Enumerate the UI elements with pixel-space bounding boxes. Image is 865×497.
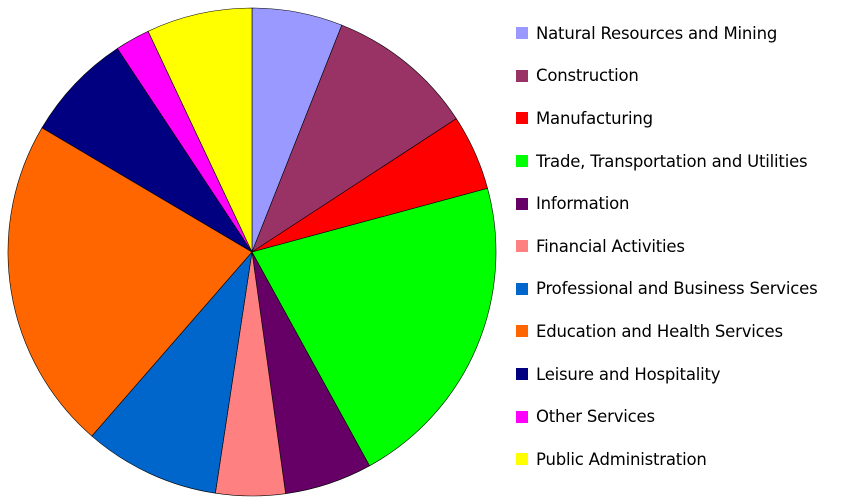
pie-slice-education-and-health-services [7, 127, 253, 437]
legend-label: Other Services [536, 407, 655, 427]
legend-swatch [516, 410, 528, 423]
legend-swatch [516, 325, 528, 338]
legend-swatch [516, 453, 528, 466]
legend-item-other-services: Other Services [516, 395, 861, 438]
legend-swatch [516, 69, 528, 82]
legend-item-leisure-and-hospitality: Leisure and Hospitality [516, 353, 861, 396]
legend-item-information: Information [516, 182, 861, 225]
legend-item-education-and-health-services: Education and Health Services [516, 310, 861, 353]
pie-slice-professional-and-business-services [91, 251, 253, 494]
legend-label: Leisure and Hospitality [536, 364, 721, 384]
legend-label: Financial Activities [536, 236, 685, 256]
pie-chart [7, 7, 497, 497]
legend-swatch [516, 282, 528, 295]
legend-label: Trade, Transportation and Utilities [536, 151, 808, 171]
legend-item-construction: Construction [516, 55, 861, 98]
legend-item-professional-and-business-services: Professional and Business Services [516, 268, 861, 311]
legend-swatch [516, 112, 528, 125]
pie-slice-public-administration [147, 7, 253, 253]
legend-item-manufacturing: Manufacturing [516, 97, 861, 140]
legend-label: Construction [536, 66, 639, 86]
pie-slices [7, 7, 497, 497]
legend-label: Professional and Business Services [536, 279, 818, 299]
legend-label: Manufacturing [536, 108, 653, 128]
legend-item-natural-resources-and-mining: Natural Resources and Mining [516, 12, 861, 55]
legend-item-trade-transportation-and-utilities: Trade, Transportation and Utilities [516, 140, 861, 183]
legend-item-financial-activities: Financial Activities [516, 225, 861, 268]
legend-swatch [516, 27, 528, 40]
legend-item-public-administration: Public Administration [516, 438, 861, 481]
chart-legend: Natural Resources and Mining Construction… [516, 12, 861, 481]
pie-slice-construction [251, 24, 457, 253]
legend-label: Natural Resources and Mining [536, 23, 778, 43]
legend-label: Public Administration [536, 449, 707, 469]
pie-slice-leisure-and-hospitality [41, 48, 253, 253]
pie-slice-trade-transportation-and-utilities [251, 187, 497, 467]
legend-swatch [516, 240, 528, 253]
legend-swatch [516, 368, 528, 381]
legend-swatch [516, 197, 528, 210]
legend-label: Education and Health Services [536, 321, 783, 341]
legend-label: Information [536, 194, 630, 214]
legend-swatch [516, 155, 528, 168]
